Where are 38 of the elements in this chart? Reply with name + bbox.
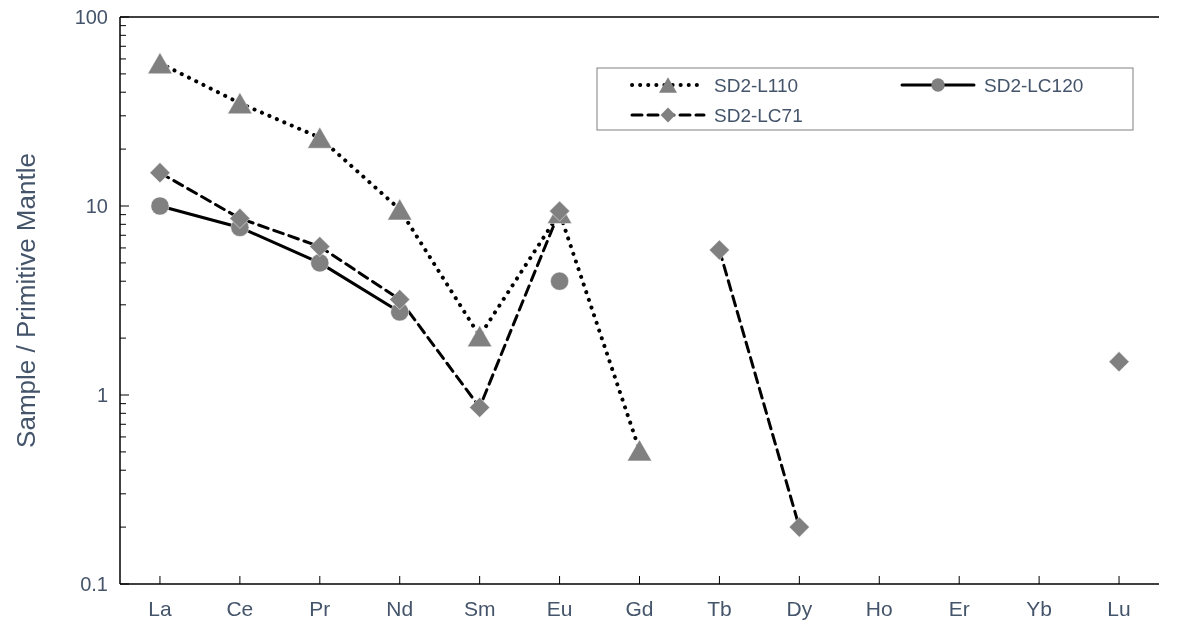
point [387,198,413,221]
point [309,236,331,257]
x-tick-label: Gd [625,597,654,620]
x-tick-label: Ce [226,597,254,620]
x-tick-label: Dy [786,597,813,620]
legend-label: SD2-LC120 [984,74,1084,96]
point [1108,351,1130,373]
point [789,516,810,538]
x-tick-label: Sm [463,597,496,620]
x-tick-label: Ho [865,597,893,620]
y-tick-label: 100 [74,6,108,28]
x-tick-label: Eu [546,597,573,620]
point [149,162,171,184]
point [310,253,330,273]
y-tick-label: 10 [85,195,108,217]
x-tick-label: La [148,597,172,620]
point [227,92,253,115]
x-tick-label: Tb [707,597,732,620]
x-tick-label: Yb [1026,597,1052,620]
x-tick-label: Er [948,597,970,620]
point [150,196,170,216]
point [389,289,411,310]
x-tick-label: Pr [309,597,331,620]
point [550,271,569,291]
point [709,239,730,261]
y-axis-title: Sample / Primitive Mantle [11,153,41,448]
legend-label: SD2-LC71 [714,104,803,126]
legend-label: SD2-L110 [714,74,799,96]
point [229,208,251,229]
x-tick-label: Nd [386,597,414,620]
point [467,325,493,347]
point [307,126,333,149]
point [627,439,652,462]
x-tick-label: Lu [1107,597,1131,620]
y-tick-label: 0.1 [80,573,108,595]
y-tick-label: 1 [96,384,108,406]
point [147,52,173,74]
point [469,397,490,418]
